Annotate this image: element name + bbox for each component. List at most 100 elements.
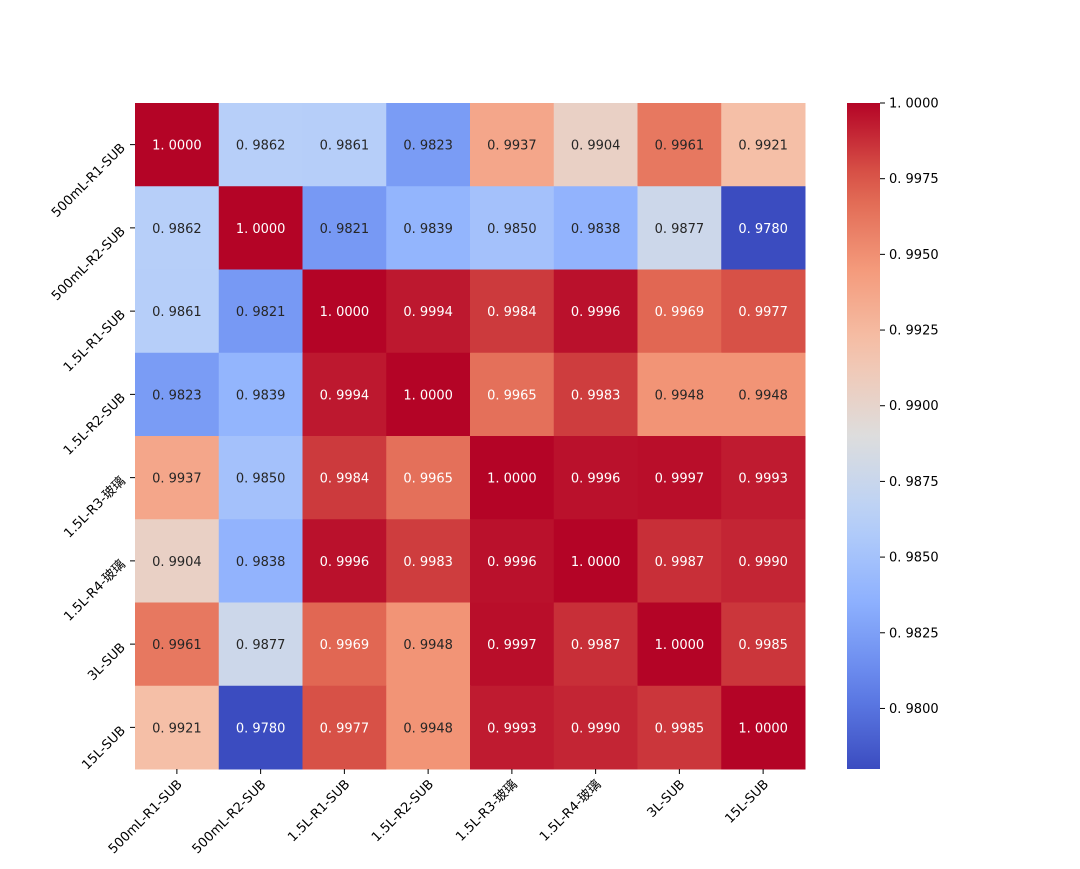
cell-value-label: 0. 9961 bbox=[655, 139, 705, 154]
heatmap-cell bbox=[553, 602, 638, 687]
colorbar-tick-label: 0. 9925 bbox=[889, 324, 939, 339]
x-tick-label: 500mL-R1-SUB bbox=[106, 777, 186, 857]
cell-value-label: 0. 9861 bbox=[320, 139, 370, 154]
heatmap-cell bbox=[386, 519, 471, 603]
heatmap-cell bbox=[218, 519, 303, 603]
heatmap-cell bbox=[637, 602, 722, 687]
y-tick-label: 1.5L-R3-玻璃 bbox=[61, 474, 128, 541]
cell-value-label: 1. 0000 bbox=[738, 721, 788, 736]
cell-value-label: 0. 9987 bbox=[571, 638, 621, 653]
y-tick-label: 1.5L-R2-SUB bbox=[61, 391, 129, 459]
heatmap-cell bbox=[302, 186, 387, 270]
heatmap-cell bbox=[470, 519, 555, 603]
cell-value-label: 0. 9994 bbox=[320, 388, 370, 403]
cell-value-label: 0. 9839 bbox=[403, 222, 453, 237]
cell-value-label: 1. 0000 bbox=[403, 388, 453, 403]
cell-value-label: 0. 9904 bbox=[152, 555, 202, 570]
heatmap-cell bbox=[218, 352, 303, 437]
x-tick-label: 1.5L-R1-SUB bbox=[285, 777, 353, 845]
cell-value-label: 0. 9984 bbox=[320, 472, 370, 487]
cell-value-label: 1. 0000 bbox=[320, 305, 370, 320]
cell-value-label: 1. 0000 bbox=[571, 555, 621, 570]
cell-value-label: 0. 9990 bbox=[738, 555, 788, 570]
heatmap-cell bbox=[218, 186, 303, 270]
cell-value-label: 0. 9904 bbox=[571, 139, 621, 154]
heatmap-cell bbox=[218, 436, 303, 520]
x-tick-label: 1.5L-R2-SUB bbox=[369, 777, 437, 845]
cell-value-label: 0. 9996 bbox=[487, 555, 537, 570]
cell-value-label: 0. 9821 bbox=[236, 305, 286, 320]
cell-value-label: 0. 9823 bbox=[152, 388, 202, 403]
heatmap-cell bbox=[721, 519, 806, 603]
colorbar-tick-label: 0. 9950 bbox=[889, 248, 939, 263]
cell-value-label: 0. 9850 bbox=[487, 222, 537, 237]
heatmap-cell bbox=[386, 103, 471, 187]
cell-value-label: 0. 9877 bbox=[655, 222, 705, 237]
x-tick-label: 3L-SUB bbox=[645, 777, 689, 821]
y-tick-label: 1.5L-R4-玻璃 bbox=[61, 557, 128, 624]
cell-value-label: 0. 9993 bbox=[487, 721, 537, 736]
heatmap-cell bbox=[470, 436, 555, 520]
heatmap-cell bbox=[135, 685, 220, 770]
cell-value-label: 0. 9990 bbox=[571, 721, 621, 736]
cell-value-label: 0. 9996 bbox=[571, 472, 621, 487]
heatmap-cell bbox=[637, 436, 722, 520]
heatmap-cell bbox=[302, 436, 387, 520]
heatmap-cells bbox=[135, 103, 806, 770]
heatmap-cell bbox=[470, 352, 555, 437]
cell-value-label: 0. 9997 bbox=[487, 638, 537, 653]
heatmap-cell bbox=[218, 685, 303, 770]
cell-value-label: 0. 9948 bbox=[738, 388, 788, 403]
heatmap-cell bbox=[302, 352, 387, 437]
heatmap-cell bbox=[302, 685, 387, 770]
heatmap-cell bbox=[386, 685, 471, 770]
heatmap-cell bbox=[553, 186, 638, 270]
heatmap-cell bbox=[135, 519, 220, 603]
x-tick-label: 1.5L-R4-玻璃 bbox=[537, 777, 604, 844]
y-tick-label: 15L-SUB bbox=[79, 724, 128, 773]
heatmap-cell bbox=[721, 103, 806, 187]
heatmap-cell-labels: 1. 0000 0. 9862 0. 9861 0. 9823 0. 9937 0. 99… bbox=[152, 139, 788, 737]
heatmap-cell bbox=[721, 685, 806, 770]
cell-value-label: 0. 9993 bbox=[738, 472, 788, 487]
colorbar-tick-label: 0. 9975 bbox=[889, 172, 939, 187]
x-tick-label: 15L-SUB bbox=[723, 777, 772, 826]
heatmap-cell bbox=[470, 685, 555, 770]
cell-value-label: 0. 9821 bbox=[320, 222, 370, 237]
heatmap-cell bbox=[553, 685, 638, 770]
heatmap-cell bbox=[302, 269, 387, 354]
heatmap-cell bbox=[386, 186, 471, 270]
cell-value-label: 0. 9969 bbox=[320, 638, 370, 653]
cell-value-label: 0. 9850 bbox=[236, 472, 286, 487]
heatmap-cell bbox=[637, 519, 722, 603]
cell-value-label: 0. 9937 bbox=[152, 472, 202, 487]
colorbar-tick-label: 0. 9850 bbox=[889, 551, 939, 566]
heatmap-cell bbox=[386, 269, 471, 354]
cell-value-label: 0. 9838 bbox=[571, 222, 621, 237]
heatmap-cell bbox=[135, 602, 220, 687]
colorbar: 1. 0000 0. 9975 0. 9950 0. 9925 0. 9900 0. 98… bbox=[847, 97, 939, 769]
cell-value-label: 1. 0000 bbox=[152, 139, 202, 154]
colorbar-tick-label: 0. 9825 bbox=[889, 626, 939, 641]
cell-value-label: 0. 9996 bbox=[571, 305, 621, 320]
heatmap-cell bbox=[302, 602, 387, 687]
heatmap-cell bbox=[637, 685, 722, 770]
cell-value-label: 0. 9985 bbox=[738, 638, 788, 653]
y-tick-label: 3L-SUB bbox=[85, 640, 129, 684]
heatmap-cell bbox=[721, 602, 806, 687]
heatmap-cell bbox=[470, 602, 555, 687]
y-tick-label: 500mL-R1-SUB bbox=[49, 141, 129, 221]
heatmap-cell bbox=[637, 352, 722, 437]
heatmap-cell bbox=[721, 436, 806, 520]
heatmap-cell bbox=[218, 602, 303, 687]
cell-value-label: 0. 9823 bbox=[403, 139, 453, 154]
cell-value-label: 0. 9838 bbox=[236, 555, 286, 570]
y-tick-label: 1.5L-R1-SUB bbox=[61, 307, 129, 375]
heatmap-cell bbox=[302, 103, 387, 187]
cell-value-label: 0. 9965 bbox=[403, 472, 453, 487]
cell-value-label: 1. 0000 bbox=[655, 638, 705, 653]
cell-value-label: 0. 9994 bbox=[403, 305, 453, 320]
heatmap-cell bbox=[386, 436, 471, 520]
cell-value-label: 0. 9780 bbox=[236, 721, 286, 736]
